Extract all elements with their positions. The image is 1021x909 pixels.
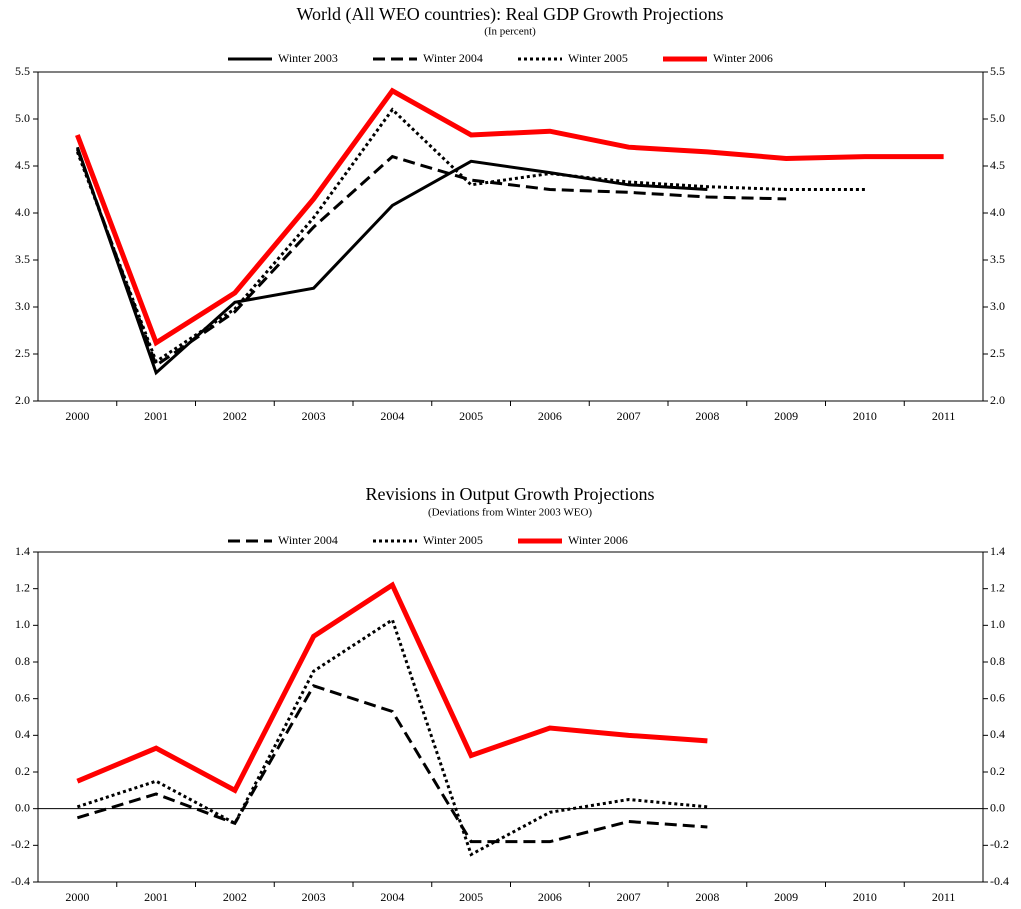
y2-tick-label: 3.5 bbox=[990, 252, 1005, 266]
y-tick-label: 4.5 bbox=[15, 158, 30, 172]
y2-tick-label: 0.8 bbox=[990, 654, 1005, 668]
y2-tick-label: 0.6 bbox=[990, 690, 1005, 704]
y2-tick-label: 2.0 bbox=[990, 393, 1005, 407]
x-tick-label: 2010 bbox=[853, 890, 877, 904]
y-tick-label: 2.5 bbox=[15, 346, 30, 360]
legend-label: Winter 2004 bbox=[423, 51, 483, 65]
legend-label: Winter 2005 bbox=[423, 533, 483, 547]
y-tick-label: -0.2 bbox=[11, 837, 30, 851]
x-tick-label: 2002 bbox=[223, 409, 247, 423]
series-line bbox=[75, 148, 787, 368]
x-tick-label: 2003 bbox=[302, 890, 326, 904]
x-tick-label: 2009 bbox=[774, 409, 798, 423]
x-tick-label: 2000 bbox=[65, 890, 89, 904]
y-tick-label: 1.0 bbox=[15, 617, 30, 631]
y2-tick-label: 3.0 bbox=[990, 299, 1005, 313]
y2-tick-label: 1.0 bbox=[990, 617, 1005, 631]
y-tick-label: 0.6 bbox=[15, 690, 30, 704]
y2-tick-label: 1.4 bbox=[990, 544, 1005, 558]
series-line bbox=[75, 87, 944, 347]
series-line bbox=[75, 146, 708, 376]
x-tick-label: 2007 bbox=[617, 409, 641, 423]
legend-label: Winter 2006 bbox=[568, 533, 628, 547]
y2-tick-label: 1.2 bbox=[990, 580, 1005, 594]
y2-tick-label: 0.0 bbox=[990, 800, 1005, 814]
legend-label: Winter 2006 bbox=[713, 51, 773, 65]
x-tick-label: 2001 bbox=[144, 409, 168, 423]
x-tick-label: 2011 bbox=[932, 409, 956, 423]
y-tick-label: -0.4 bbox=[11, 874, 30, 888]
y-tick-label: 3.0 bbox=[15, 299, 30, 313]
chart-subtitle: (In percent) bbox=[484, 26, 536, 38]
legend-label: Winter 2003 bbox=[278, 51, 338, 65]
y-tick-label: 0.2 bbox=[15, 764, 30, 778]
y2-tick-label: 5.5 bbox=[990, 64, 1005, 78]
series-line bbox=[75, 107, 865, 364]
x-tick-label: 2008 bbox=[695, 890, 719, 904]
y2-tick-label: -0.4 bbox=[990, 874, 1009, 888]
x-tick-label: 2007 bbox=[617, 890, 641, 904]
chart-subtitle: (Deviations from Winter 2003 WEO) bbox=[428, 507, 592, 519]
x-tick-label: 2010 bbox=[853, 409, 877, 423]
y-tick-label: 4.0 bbox=[15, 205, 30, 219]
x-tick-label: 2001 bbox=[144, 890, 168, 904]
x-tick-label: 2008 bbox=[695, 409, 719, 423]
y-tick-label: 0.4 bbox=[15, 727, 30, 741]
chart-title: Revisions in Output Growth Projections bbox=[366, 484, 655, 504]
plot-frame bbox=[37, 551, 984, 883]
x-tick-label: 2003 bbox=[302, 409, 326, 423]
x-tick-label: 2004 bbox=[380, 409, 404, 423]
series-line bbox=[76, 581, 708, 794]
chart-title: World (All WEO countries): Real GDP Grow… bbox=[297, 4, 724, 25]
x-tick-label: 2004 bbox=[380, 890, 404, 904]
y2-tick-label: 0.4 bbox=[990, 727, 1005, 741]
y-tick-label: 0.0 bbox=[15, 800, 30, 814]
y-tick-label: 3.5 bbox=[15, 252, 30, 266]
legend-label: Winter 2005 bbox=[568, 51, 628, 65]
series-line bbox=[76, 684, 708, 844]
y2-tick-label: 2.5 bbox=[990, 346, 1005, 360]
legend-label: Winter 2004 bbox=[278, 533, 338, 547]
series-line bbox=[76, 617, 708, 857]
y2-tick-label: -0.2 bbox=[990, 837, 1009, 851]
y-tick-label: 2.0 bbox=[15, 393, 30, 407]
y-tick-label: 1.2 bbox=[15, 580, 30, 594]
x-tick-label: 2006 bbox=[538, 409, 562, 423]
y2-tick-label: 4.5 bbox=[990, 158, 1005, 172]
y-tick-label: 1.4 bbox=[15, 544, 30, 558]
x-tick-label: 2005 bbox=[459, 890, 483, 904]
y-tick-label: 5.5 bbox=[15, 64, 30, 78]
x-tick-label: 2009 bbox=[774, 890, 798, 904]
y2-tick-label: 0.2 bbox=[990, 764, 1005, 778]
x-tick-label: 2002 bbox=[223, 890, 247, 904]
y2-tick-label: 4.0 bbox=[990, 205, 1005, 219]
x-tick-label: 2005 bbox=[459, 409, 483, 423]
x-tick-label: 2000 bbox=[65, 409, 89, 423]
y-tick-label: 0.8 bbox=[15, 654, 30, 668]
x-tick-label: 2006 bbox=[538, 890, 562, 904]
y2-tick-label: 5.0 bbox=[990, 111, 1005, 125]
x-tick-label: 2011 bbox=[932, 890, 956, 904]
y-tick-label: 5.0 bbox=[15, 111, 30, 125]
